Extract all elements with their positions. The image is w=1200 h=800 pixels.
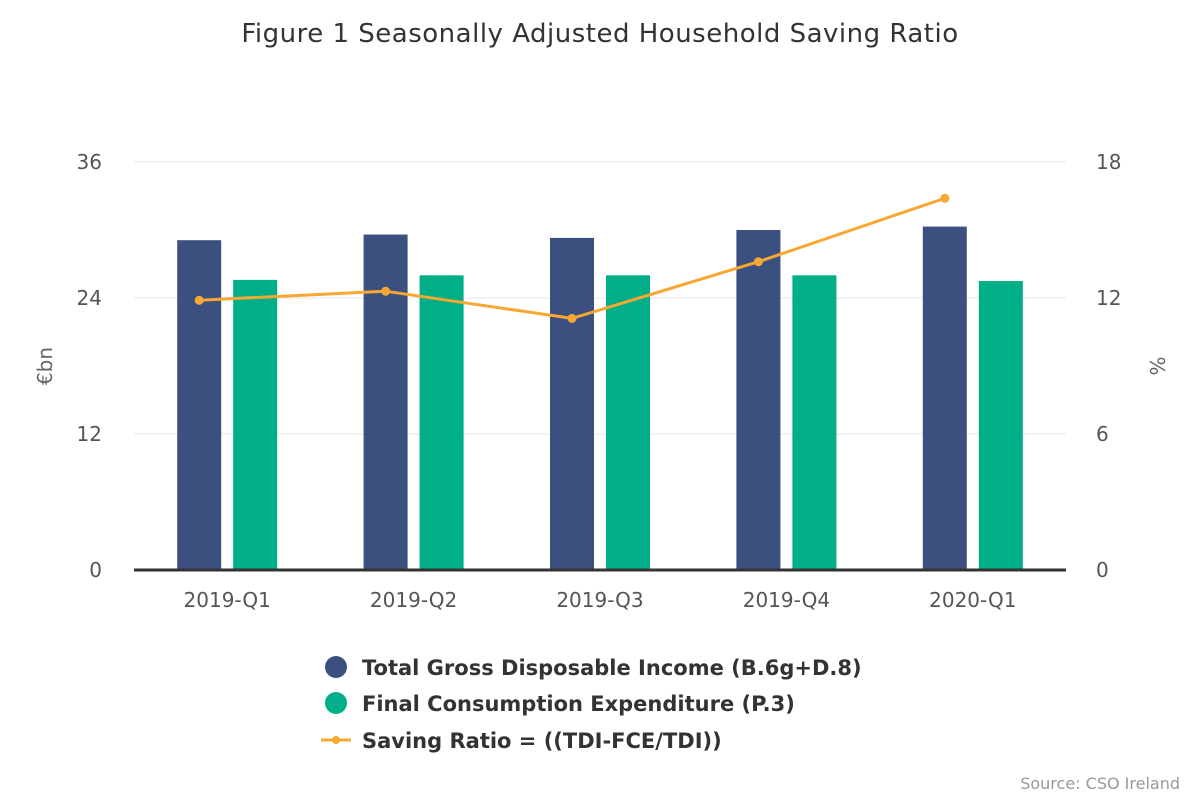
bar-consumption-2019-Q1[interactable] (233, 279, 278, 570)
bar-consumption-2019-Q2[interactable] (419, 275, 464, 570)
saving-ratio-point-2019-Q3[interactable] (567, 313, 577, 323)
left-tick-label: 24 (77, 286, 102, 310)
bar-marks (177, 226, 1023, 571)
legend-item-saving-ratio[interactable]: Saving Ratio = ((TDI-FCE/TDI)) (321, 729, 722, 753)
legend-label-consumption: Final Consumption Expenditure (P.3) (362, 692, 795, 716)
right-tick-label: 12 (1096, 286, 1121, 310)
right-tick-label: 18 (1096, 150, 1121, 174)
x-axis-ticks: 2019-Q1 2019-Q2 2019-Q3 2019-Q4 2020-Q1 (184, 588, 1017, 612)
right-axis-ticks: 0 6 12 18 (1096, 150, 1121, 582)
x-tick-label: 2020-Q1 (929, 588, 1016, 612)
legend-marker-consumption (325, 692, 347, 714)
legend-item-income[interactable]: Total Gross Disposable Income (B.6g+D.8) (325, 656, 862, 680)
source-credit[interactable]: Source: CSO Ireland (1020, 774, 1180, 793)
right-tick-label: 6 (1096, 422, 1109, 446)
bar-income-2019-Q3[interactable] (550, 237, 594, 570)
legend-item-consumption[interactable]: Final Consumption Expenditure (P.3) (325, 692, 795, 716)
bar-consumption-2019-Q4[interactable] (792, 275, 837, 570)
x-tick-label: 2019-Q4 (743, 588, 830, 612)
left-axis-ticks: 0 12 24 36 (77, 150, 102, 582)
right-axis-title: % (1145, 356, 1169, 375)
saving-ratio-line (194, 193, 950, 323)
grid-lines (134, 161, 1066, 435)
legend: Total Gross Disposable Income (B.6g+D.8)… (321, 656, 862, 753)
bar-income-2020-Q1[interactable] (922, 226, 967, 570)
bar-consumption-2020-Q1[interactable] (978, 281, 1023, 570)
left-tick-label: 36 (77, 150, 102, 174)
left-tick-label: 0 (89, 558, 102, 582)
right-tick-label: 0 (1096, 558, 1109, 582)
saving-ratio-point-2019-Q2[interactable] (381, 286, 391, 296)
x-tick-label: 2019-Q2 (370, 588, 457, 612)
legend-marker-income (325, 656, 347, 678)
saving-ratio-point-2019-Q1[interactable] (194, 295, 204, 305)
left-axis-title: €bn (33, 347, 57, 385)
x-tick-label: 2019-Q3 (556, 588, 643, 612)
bar-income-2019-Q2[interactable] (363, 234, 408, 571)
x-tick-label: 2019-Q1 (184, 588, 271, 612)
legend-label-income: Total Gross Disposable Income (B.6g+D.8) (362, 656, 862, 680)
saving-ratio-point-2020-Q1[interactable] (940, 193, 950, 203)
legend-marker-saving-ratio (332, 736, 340, 744)
saving-ratio-point-2019-Q4[interactable] (753, 257, 763, 267)
bar-consumption-2019-Q3[interactable] (606, 275, 650, 570)
bar-income-2019-Q1[interactable] (177, 240, 222, 570)
bar-income-2019-Q4[interactable] (736, 230, 781, 570)
chart-title: Figure 1 Seasonally Adjusted Household S… (241, 19, 958, 49)
legend-label-saving-ratio: Saving Ratio = ((TDI-FCE/TDI)) (362, 729, 722, 753)
left-tick-label: 12 (77, 422, 102, 446)
